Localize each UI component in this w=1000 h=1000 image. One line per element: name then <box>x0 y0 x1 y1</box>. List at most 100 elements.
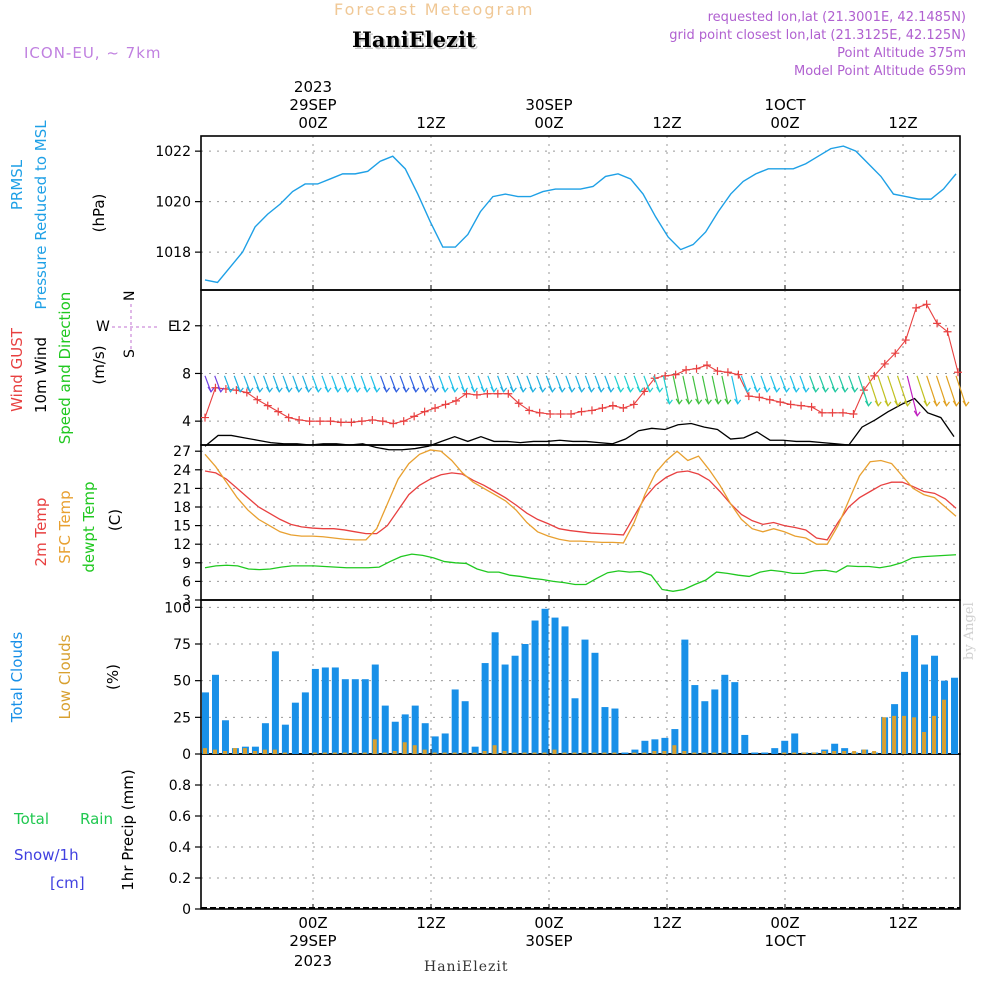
wind-arrow <box>701 375 710 404</box>
low-cloud-bar <box>882 717 887 754</box>
gust-marker <box>818 408 827 417</box>
gust-marker <box>263 401 272 410</box>
low-cloud-bar <box>572 752 577 754</box>
wind-arrowhead <box>587 386 595 393</box>
precip-unit: 1hr Precip (mm) <box>119 769 137 890</box>
low-cloud-bar <box>532 752 537 754</box>
low-cloud-bar <box>812 752 817 754</box>
wind-arrowhead <box>773 386 781 393</box>
time-label-bottom: 00Z <box>534 914 563 932</box>
gust-marker <box>326 417 335 426</box>
gust-marker <box>253 395 262 404</box>
wind-arrowhead <box>383 386 391 393</box>
gust-marker <box>912 303 921 312</box>
total-cloud-bar <box>391 721 399 754</box>
low-cloud-bar <box>782 752 787 754</box>
gust-marker <box>368 415 377 424</box>
y-tick-label: 0 <box>182 902 191 918</box>
low-cloud-bar <box>662 751 667 754</box>
wind-arrowhead <box>597 386 605 393</box>
total-cloud-bar <box>551 617 559 754</box>
y-tick-label: 12 <box>173 537 191 553</box>
gust-marker <box>933 319 942 328</box>
low-cloud-bar <box>522 752 527 754</box>
low-cloud-bar <box>602 752 607 754</box>
wind-arrowhead <box>324 386 332 393</box>
total-cloud-bar <box>221 720 229 754</box>
wind-arrowhead <box>933 400 941 407</box>
wind-arrowhead <box>724 398 732 405</box>
total-cloud-bar <box>951 677 958 754</box>
total-cloud-bar <box>211 674 219 754</box>
gust-marker <box>284 413 293 422</box>
gust-marker <box>556 410 565 418</box>
wind-arrowhead <box>334 386 342 393</box>
dewpt-temp-line <box>204 553 957 592</box>
y-tick-label: 12 <box>173 319 191 335</box>
wind-arrow <box>672 375 680 404</box>
low-cloud-bar <box>832 751 837 754</box>
wind-arrowhead <box>704 398 712 405</box>
total-cloud-bar <box>721 674 729 754</box>
total-cloud-bar <box>711 689 719 754</box>
gust-marker <box>504 389 513 398</box>
wind-arrowhead <box>636 386 644 393</box>
wind-arrowhead <box>831 386 839 393</box>
wind-arrowhead <box>753 386 761 393</box>
gust-marker <box>734 370 743 379</box>
y-tick-label: 9 <box>182 556 191 572</box>
time-label-top: 00Z <box>534 114 563 132</box>
location-title: HaniElezit <box>352 27 476 52</box>
total-cloud-bar <box>451 689 459 754</box>
wind-arrowhead <box>500 386 508 393</box>
total-cloud-bar <box>691 685 699 754</box>
footer-location: HaniElezit <box>424 959 509 975</box>
gust-marker <box>587 406 596 415</box>
low-cloud-bar <box>612 752 617 754</box>
gust-marker <box>786 400 795 409</box>
wind-arrowhead <box>665 398 673 405</box>
low-cloud-bar <box>472 752 477 754</box>
wind-arrowhead <box>656 386 664 393</box>
gust-marker <box>431 404 440 413</box>
total-cloud-bar <box>931 655 939 754</box>
wind-arrowhead <box>903 400 911 407</box>
total-cloud-bar <box>371 664 379 754</box>
total-cloud-bar <box>641 740 649 754</box>
gust-marker <box>640 387 649 396</box>
low-cloud-bar <box>682 751 687 754</box>
low-cloud-bar <box>242 748 247 754</box>
gust-marker <box>305 417 314 426</box>
wind-arrowhead <box>275 386 283 393</box>
low-cloud-bar <box>322 752 327 754</box>
gust-label: Wind GUST <box>8 327 26 412</box>
gust-marker <box>723 368 732 377</box>
wind-arrowhead <box>441 386 449 393</box>
gust-marker <box>389 419 398 428</box>
total-cloud-bar <box>671 729 679 754</box>
date-label-top: 1OCT <box>765 96 807 114</box>
low-cloud-bar <box>822 751 827 754</box>
gust-marker <box>776 398 785 407</box>
wind-arrow <box>955 375 967 407</box>
y-tick-label: 100 <box>164 600 191 616</box>
total-cloud-bar <box>601 707 609 754</box>
y-tick-label: 0 <box>182 747 191 763</box>
wind-arrow <box>711 375 719 404</box>
compass-north: N <box>122 291 138 301</box>
wind-arrowhead <box>402 386 410 393</box>
wind-arrowhead <box>314 386 322 393</box>
low-cloud-bar <box>452 752 457 754</box>
gust-marker <box>336 418 345 427</box>
total-cloud-bar <box>651 739 659 754</box>
low-cloud-bar <box>272 749 277 754</box>
total-cloud-bar <box>291 702 299 754</box>
total-cloud-bar <box>501 664 509 754</box>
total-cloud-bar <box>331 667 339 754</box>
low-cloud-bar <box>422 749 427 754</box>
wind-arrowhead <box>285 386 293 393</box>
wind-arrowhead <box>363 386 371 393</box>
wind-arrowhead <box>646 386 654 393</box>
gust-marker <box>629 400 638 409</box>
